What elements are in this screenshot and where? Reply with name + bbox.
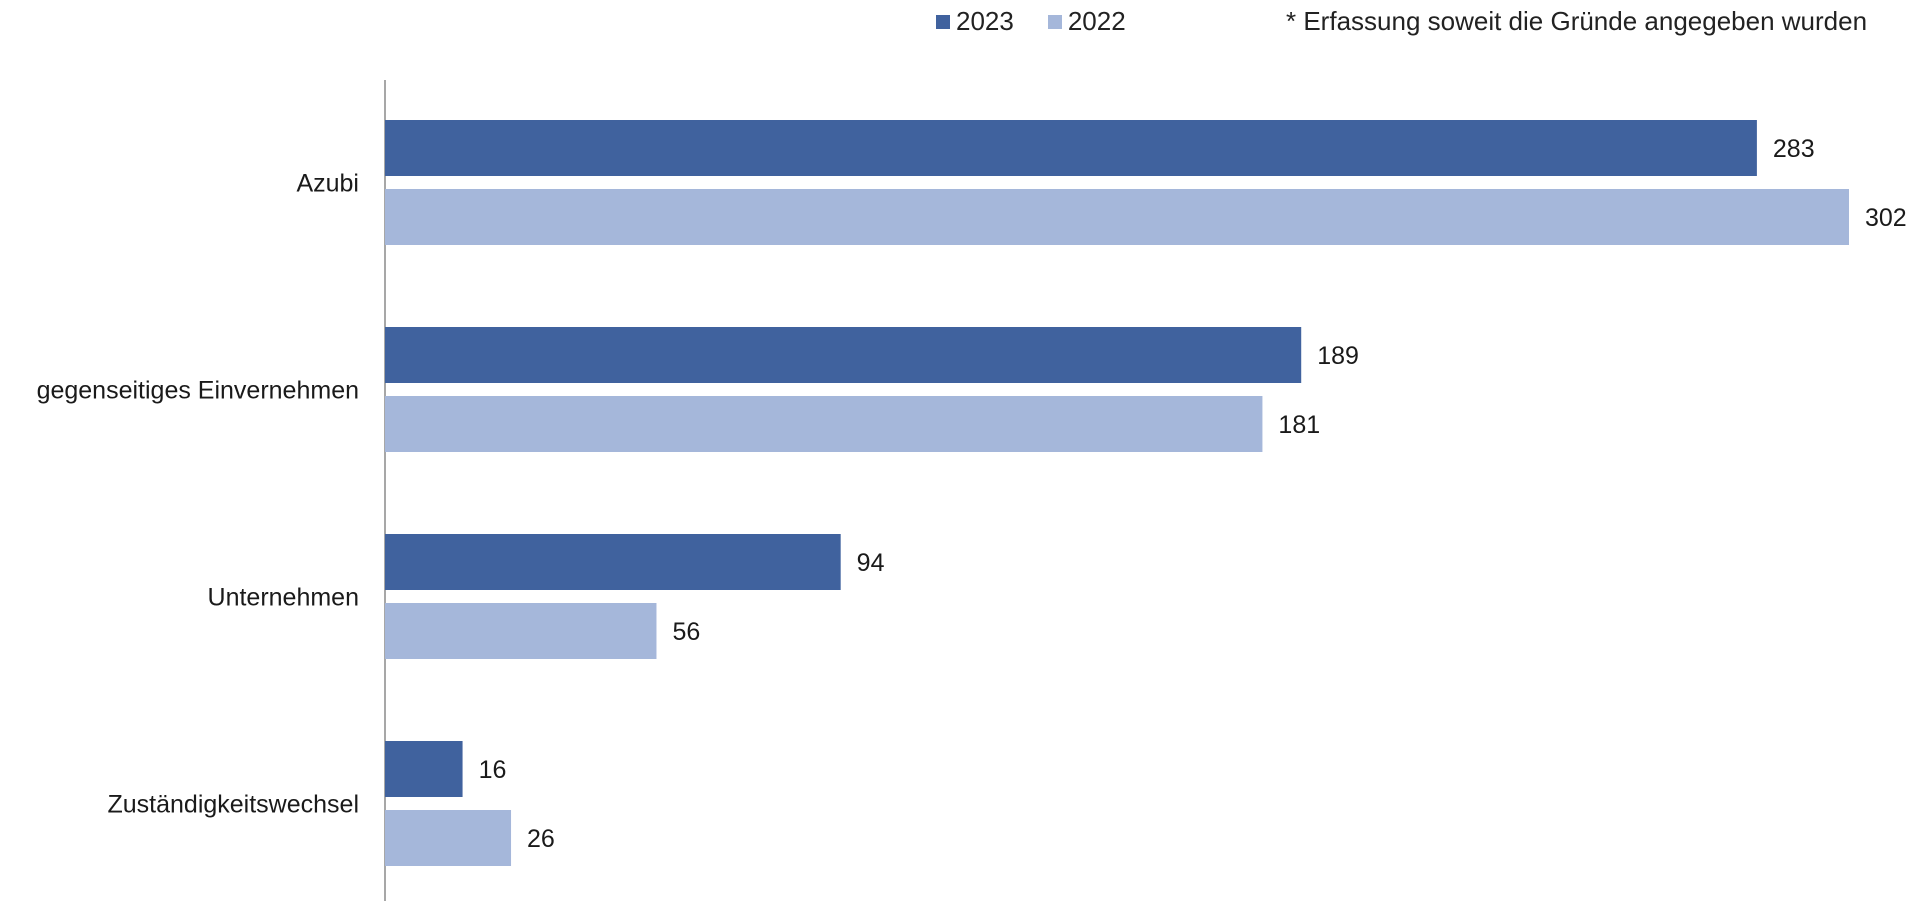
chart-footnote: * Erfassung soweit die Gründe angegeben … [1286, 6, 1868, 36]
bar-2022-0 [385, 189, 1849, 245]
legend-item-2022: 2022 [1047, 6, 1126, 37]
legend-label-2023: 2023 [956, 6, 1014, 36]
legend-label-2022: 2022 [1067, 6, 1126, 36]
bar-2023-1 [385, 327, 1302, 383]
legend-swatch-2022 [1047, 14, 1062, 29]
legend-swatch-2023 [936, 14, 950, 29]
data-label-2023: 94 [857, 549, 885, 577]
data-label-2022: 181 [1278, 411, 1320, 439]
data-label-2023: 189 [1317, 342, 1359, 370]
bar-2022-1 [385, 396, 1263, 452]
bar-2023-0 [385, 120, 1757, 176]
category-label: Zuständigkeitswechsel [107, 791, 359, 819]
legend-item-2023: 2023 [936, 6, 1014, 37]
bar-2023-3 [385, 741, 463, 797]
data-label-2022: 56 [672, 618, 700, 646]
chart-legend: 2023 2022 [936, 6, 1160, 37]
data-label-2023: 16 [479, 756, 507, 784]
category-label: Azubi [296, 170, 359, 198]
data-label-2022: 302 [1865, 204, 1907, 232]
bar-2022-3 [385, 810, 512, 866]
data-label-2022: 26 [527, 825, 555, 853]
bar-2022-2 [385, 603, 657, 659]
category-label: Unternehmen [208, 584, 359, 612]
bar-2023-2 [385, 534, 841, 590]
data-label-2023: 283 [1773, 135, 1815, 163]
category-label: gegenseitiges Einvernehmen [37, 377, 359, 405]
